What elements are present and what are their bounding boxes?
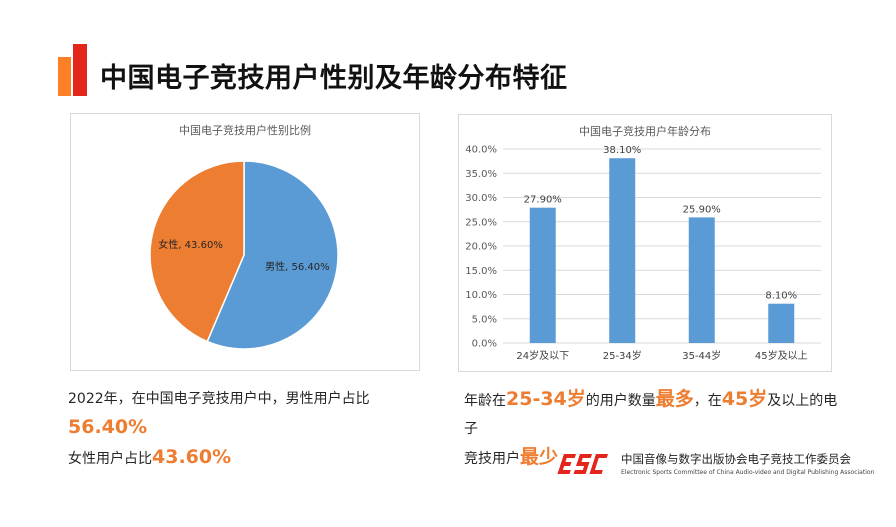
x-tick-label: 35-44岁 bbox=[682, 349, 721, 362]
caption-text: 及以上的电子 bbox=[464, 393, 838, 437]
caption-text: 的用户数量 bbox=[585, 393, 656, 409]
title-accent-orange bbox=[58, 57, 71, 96]
pie-data-label: 男性, 56.40% bbox=[265, 260, 330, 273]
pie-chart-title: 中国电子竞技用户性别比例 bbox=[179, 124, 311, 137]
x-tick-label: 24岁及以下 bbox=[516, 349, 569, 362]
age-caption-line-2: 竞技用户最少 bbox=[464, 443, 844, 473]
caption-highlight: 45岁 bbox=[721, 388, 768, 410]
title-accent-red bbox=[73, 44, 87, 96]
bar-value-label: 25.90% bbox=[683, 204, 721, 215]
gender-pie-chart-panel: 中国电子竞技用户性别比例 男性, 56.40% 女性, 43.60% bbox=[70, 113, 420, 371]
x-tick-label: 45岁及以上 bbox=[755, 349, 808, 362]
caption-highlight: 最少 bbox=[520, 446, 559, 468]
gender-caption: 2022年，在中国电子竞技用户中，男性用户占比 56.40% 女性用户占比43.6… bbox=[68, 385, 428, 473]
bar-value-label: 38.10% bbox=[603, 145, 641, 156]
gender-pie-chart: 男性, 56.40% 女性, 43.60% bbox=[149, 160, 339, 350]
x-tick-label: 25-34岁 bbox=[603, 349, 642, 362]
caption-text: 女性用户占比 bbox=[68, 451, 152, 467]
logo-name-cn: 中国音像与数字出版协会电子竞技工作委员会 bbox=[621, 452, 851, 466]
page-title: 中国电子竞技用户性别及年龄分布特征 bbox=[100, 63, 568, 94]
bar-value-label: 27.90% bbox=[524, 195, 562, 206]
caption-text: 竞技用户 bbox=[464, 451, 520, 467]
age-caption: 年龄在25-34岁的用户数量最多，在45岁及以上的电子 竞技用户最少 bbox=[464, 385, 844, 473]
caption-text: 年龄在 bbox=[464, 393, 506, 409]
gender-caption-line-2: 女性用户占比43.60% bbox=[68, 443, 428, 473]
bar-3 bbox=[688, 217, 715, 343]
logo-name-en: Electronic Sports Committee of China Aud… bbox=[621, 469, 875, 476]
bar-4 bbox=[768, 303, 795, 343]
pie-slice-male bbox=[206, 160, 339, 350]
caption-highlight: 最多 bbox=[655, 388, 694, 410]
caption-text: ，在 bbox=[693, 393, 722, 409]
y-tick-label: 20.0% bbox=[465, 242, 497, 253]
age-bar-chart-panel: 中国电子竞技用户年龄分布 0.0% 5.0% 10.0% 15.0% 20.0% 25.0… bbox=[458, 114, 832, 372]
y-tick-label: 25.0% bbox=[465, 217, 497, 228]
bar-2 bbox=[609, 158, 636, 343]
age-bar-chart: 0.0% 5.0% 10.0% 15.0% 20.0% 25.0% 30.0% 35.0% 40… bbox=[465, 145, 821, 362]
bar-chart-title: 中国电子竞技用户年龄分布 bbox=[579, 125, 711, 138]
caption-highlight: 25-34岁 bbox=[506, 388, 586, 410]
y-tick-label: 0.0% bbox=[472, 339, 497, 350]
y-tick-label: 40.0% bbox=[465, 145, 497, 156]
caption-text: 2022年，在中国电子竞技用户中，男性用户占比 bbox=[68, 391, 370, 407]
y-tick-label: 5.0% bbox=[472, 314, 497, 325]
pie-slice-female bbox=[149, 160, 245, 343]
caption-highlight-male: 56.40% bbox=[68, 416, 148, 438]
y-tick-label: 35.0% bbox=[465, 169, 497, 180]
bar-value-label: 8.10% bbox=[765, 291, 797, 302]
esc-logo-mark-icon bbox=[557, 454, 609, 474]
y-tick-label: 30.0% bbox=[465, 193, 497, 204]
bar-1 bbox=[529, 207, 556, 343]
pie-data-label: 女性, 43.60% bbox=[158, 238, 223, 251]
y-tick-label: 15.0% bbox=[465, 266, 497, 277]
y-tick-label: 10.0% bbox=[465, 290, 497, 301]
age-caption-line-1: 年龄在25-34岁的用户数量最多，在45岁及以上的电子 bbox=[464, 385, 844, 443]
caption-highlight-female: 43.60% bbox=[152, 446, 232, 468]
gender-caption-line-1: 2022年，在中国电子竞技用户中，男性用户占比 56.40% bbox=[68, 385, 428, 443]
esc-logo: 中国音像与数字出版协会电子竞技工作委员会 Electronic Sports C… bbox=[555, 447, 874, 483]
